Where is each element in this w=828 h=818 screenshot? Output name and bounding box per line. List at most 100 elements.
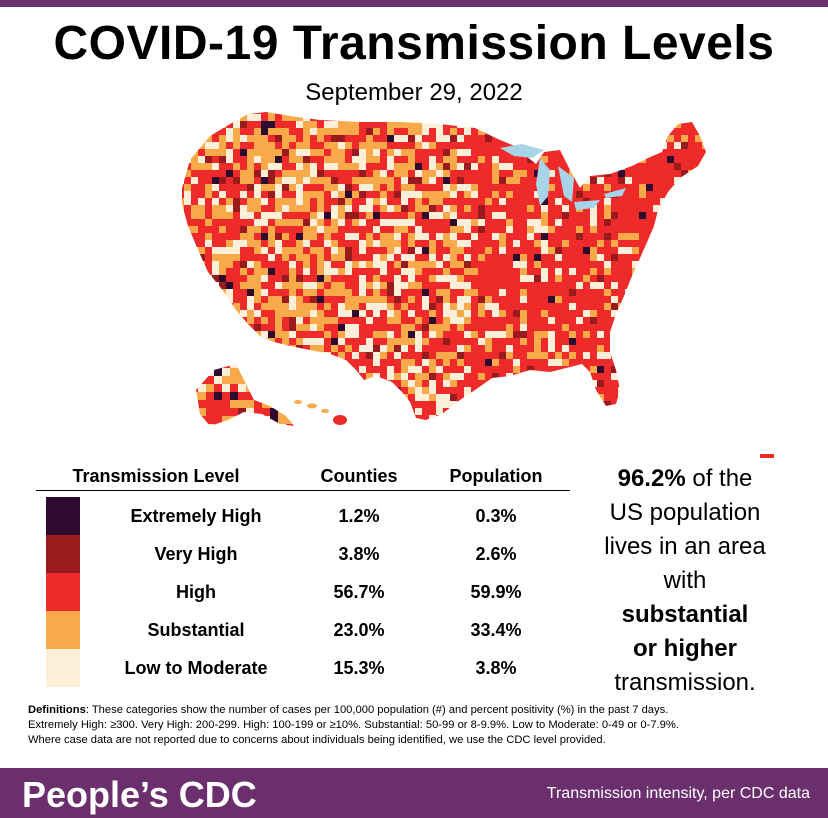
county-cell bbox=[499, 366, 507, 374]
county-cell bbox=[401, 112, 409, 115]
county-cell bbox=[170, 142, 177, 149]
county-cell bbox=[485, 352, 493, 360]
county-cell bbox=[457, 156, 465, 164]
county-cell bbox=[506, 394, 514, 402]
county-cell bbox=[667, 275, 675, 283]
county-cell bbox=[429, 112, 437, 115]
county-cell bbox=[310, 205, 318, 213]
county-cell bbox=[695, 415, 703, 420]
county-cell bbox=[520, 100, 527, 107]
county-cell bbox=[324, 254, 332, 262]
county-cell bbox=[562, 331, 570, 339]
county-cell bbox=[681, 408, 689, 416]
county-cell bbox=[268, 345, 276, 353]
county-cell bbox=[709, 429, 716, 436]
county-cell bbox=[443, 142, 451, 150]
county-cell bbox=[408, 184, 416, 192]
county-cell bbox=[597, 394, 605, 402]
county-cell bbox=[471, 191, 479, 199]
county-cell bbox=[380, 387, 388, 395]
county-cell bbox=[261, 100, 268, 107]
county-cell bbox=[331, 401, 339, 409]
county-cell bbox=[688, 380, 696, 388]
county-cell bbox=[352, 198, 360, 206]
county-cell bbox=[611, 331, 619, 339]
county-cell bbox=[674, 422, 681, 429]
county-cell bbox=[667, 387, 675, 395]
county-cell bbox=[597, 205, 605, 213]
county-cell bbox=[317, 261, 325, 269]
county-cell bbox=[373, 149, 381, 157]
county-cell bbox=[562, 408, 570, 416]
county-cell bbox=[422, 289, 430, 297]
county-cell bbox=[380, 114, 388, 122]
county-cell bbox=[541, 156, 549, 164]
county-cell bbox=[214, 384, 223, 393]
county-cell bbox=[695, 233, 703, 241]
county-cell bbox=[590, 401, 598, 409]
county-cell bbox=[646, 317, 654, 325]
county-cell bbox=[380, 415, 388, 420]
county-cell bbox=[282, 142, 290, 150]
county-cell bbox=[709, 219, 716, 226]
county-cell bbox=[359, 289, 367, 297]
county-cell bbox=[590, 324, 598, 332]
county-cell bbox=[639, 422, 646, 429]
county-cell bbox=[520, 177, 528, 185]
county-cell bbox=[212, 352, 220, 360]
county-cell bbox=[520, 268, 528, 276]
county-cell bbox=[254, 317, 262, 325]
county-cell bbox=[443, 289, 451, 297]
county-cell bbox=[478, 387, 486, 395]
county-cell bbox=[310, 177, 318, 185]
county-cell bbox=[562, 282, 570, 290]
county-cell bbox=[338, 205, 346, 213]
county-cell bbox=[471, 268, 479, 276]
county-cell bbox=[240, 254, 248, 262]
county-cell bbox=[527, 261, 535, 269]
county-cell bbox=[541, 114, 549, 122]
county-cell bbox=[275, 282, 283, 290]
county-cell bbox=[695, 366, 703, 374]
county-cell bbox=[576, 310, 584, 318]
county-cell bbox=[352, 373, 360, 381]
county-cell bbox=[499, 352, 507, 360]
county-cell bbox=[436, 128, 444, 136]
county-cell bbox=[716, 177, 723, 184]
county-cell bbox=[576, 380, 584, 388]
county-cell bbox=[471, 324, 479, 332]
county-cell bbox=[345, 240, 353, 248]
county-cell bbox=[709, 303, 716, 310]
county-cell bbox=[366, 415, 374, 420]
county-cell bbox=[702, 331, 706, 339]
county-cell bbox=[688, 352, 696, 360]
county-cell bbox=[457, 191, 465, 199]
county-cell bbox=[212, 429, 219, 436]
county-cell bbox=[576, 261, 584, 269]
county-cell bbox=[646, 408, 654, 416]
county-cell bbox=[541, 219, 549, 227]
county-cell bbox=[394, 401, 402, 409]
county-cell bbox=[485, 310, 493, 318]
county-cell bbox=[576, 345, 584, 353]
county-cell bbox=[555, 233, 563, 241]
county-cell bbox=[212, 247, 220, 255]
county-cell bbox=[436, 380, 444, 388]
county-cell bbox=[275, 198, 283, 206]
county-cell bbox=[485, 261, 493, 269]
county-cell bbox=[639, 289, 647, 297]
county-cell bbox=[198, 422, 205, 429]
county-cell bbox=[681, 317, 689, 325]
county-cell bbox=[261, 247, 269, 255]
county-cell bbox=[660, 408, 668, 416]
county-cell bbox=[569, 233, 577, 241]
county-cell bbox=[611, 303, 619, 311]
county-cell bbox=[562, 205, 570, 213]
county-cell bbox=[415, 198, 423, 206]
county-cell bbox=[338, 345, 346, 353]
county-cell bbox=[611, 317, 619, 325]
county-cell bbox=[296, 324, 304, 332]
county-cell bbox=[296, 170, 304, 178]
county-cell bbox=[471, 394, 479, 402]
county-cell bbox=[422, 184, 430, 192]
